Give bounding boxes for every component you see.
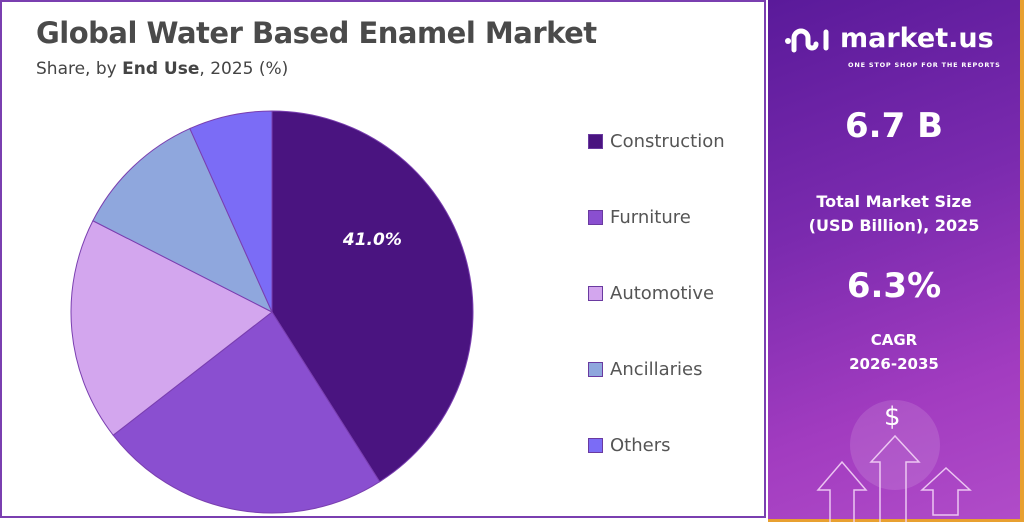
data-label-construction: 41.0% — [342, 230, 402, 250]
legend-item-furniture: Furniture — [588, 204, 725, 230]
subtitle-bold: End Use — [122, 59, 200, 79]
legend-swatch — [588, 209, 603, 225]
pie-slice-others — [189, 110, 273, 313]
legend: Construction Furniture Automotive Ancillari… — [588, 128, 725, 508]
pie-slice-automotive — [70, 220, 273, 436]
chart-title: Global Water Based Enamel Market — [36, 16, 597, 50]
pie-slice-furniture — [112, 311, 381, 514]
market-size-label-2: (USD Billion), 2025 — [808, 216, 980, 235]
pie-slice-ancillaries — [92, 127, 274, 314]
legend-label: Furniture — [610, 206, 691, 228]
brand-logo: market.us — [784, 24, 994, 54]
market-size-value: 6.7 B — [845, 106, 943, 146]
pie-chart: 41.0% — [70, 110, 474, 514]
legend-item-construction: Construction — [588, 128, 725, 154]
legend-label: Construction — [610, 130, 725, 152]
cagr-value: 6.3% — [846, 266, 942, 306]
legend-label: Others — [610, 434, 671, 456]
chart-subtitle: Share, by End Use, 2025 (%) — [36, 58, 288, 80]
legend-swatch — [588, 285, 603, 301]
pie-slice-construction — [271, 110, 474, 483]
logo-text: market.us — [840, 23, 994, 54]
chart-panel: Global Water Based Enamel Market Share, … — [0, 0, 766, 518]
cagr-label-1: CAGR — [870, 331, 918, 349]
legend-label: Ancillaries — [610, 358, 703, 380]
legend-item-ancillaries: Ancillaries — [588, 356, 725, 382]
brand-tagline: ONE STOP SHOP FOR THE REPORTS — [848, 61, 1001, 69]
dollar-icon: $ — [884, 402, 901, 432]
legend-swatch — [588, 361, 603, 377]
market-size-label-1: Total Market Size — [816, 192, 972, 211]
legend-item-others: Others — [588, 432, 725, 458]
growth-arrows-icon — [816, 434, 972, 522]
legend-swatch — [588, 133, 603, 149]
stats-panel: market.us ONE STOP SHOP FOR THE REPORTS … — [768, 0, 1024, 522]
legend-label: Automotive — [610, 282, 715, 304]
subtitle-prefix: Share, by — [36, 59, 123, 79]
market-us-logo-icon — [785, 28, 829, 53]
subtitle-suffix: , 2025 (%) — [199, 59, 289, 79]
cagr-label-2: 2026-2035 — [849, 355, 939, 373]
legend-swatch — [588, 437, 603, 453]
legend-item-automotive: Automotive — [588, 280, 725, 306]
